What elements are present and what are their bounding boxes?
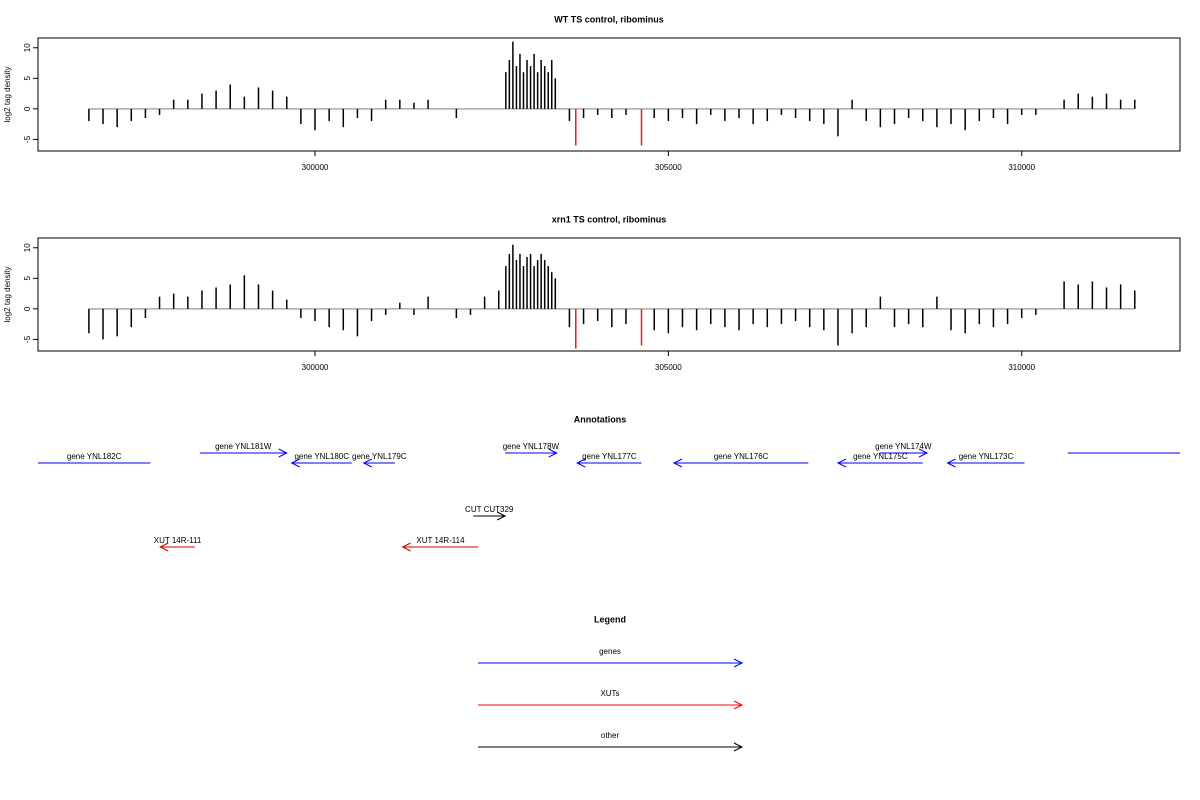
feature-label: gene YNL177C <box>582 452 637 461</box>
arrow-head <box>401 542 411 552</box>
legend-label: other <box>601 731 620 740</box>
feature-label: gene YNL176C <box>714 452 769 461</box>
arrow-head <box>362 458 373 468</box>
feature-label: gene YNL181W <box>215 442 272 451</box>
feature-label: XUT 14R-111 <box>154 536 202 545</box>
feature-label: gene YNL182C <box>67 452 122 461</box>
feature-label: gene YNL173C <box>959 452 1014 461</box>
arrow-head <box>733 700 744 710</box>
y-tick-label: 5 <box>23 76 32 81</box>
plot-frame <box>37 237 1181 352</box>
feature-label: gene YNL174W <box>875 442 932 451</box>
x-tick-label: 305000 <box>655 363 682 372</box>
x-tick-label: 300000 <box>302 363 329 372</box>
arrow-head <box>159 542 169 552</box>
arrow-head <box>836 458 847 468</box>
arrow-head <box>278 448 288 458</box>
feature-label: XUT 14R-114 <box>416 536 465 545</box>
x-tick-label: 300000 <box>302 163 329 172</box>
arrow-head <box>918 448 929 458</box>
y-tick-label: 0 <box>23 306 32 311</box>
y-axis-label: log2 tag density <box>3 66 12 122</box>
arrow-head <box>496 511 507 521</box>
y-tick-label: 0 <box>23 106 32 111</box>
arrow-head <box>576 458 586 468</box>
feature-label: gene YNL180C <box>294 452 349 461</box>
feature-label: gene YNL179C <box>352 452 407 461</box>
arrow-head <box>672 458 683 468</box>
y-tick-label: -5 <box>23 335 32 343</box>
legend-label: genes <box>599 647 621 656</box>
x-tick-label: 310000 <box>1008 363 1035 372</box>
legend-label: XUTs <box>600 689 619 698</box>
feature-label: gene YNL175C <box>853 452 908 461</box>
y-tick-label: 5 <box>23 276 32 281</box>
arrow-head <box>733 658 744 668</box>
legend-title: Legend <box>594 614 626 624</box>
arrow-head <box>946 458 956 468</box>
y-tick-label: 10 <box>23 243 32 252</box>
arrow-head <box>290 458 300 468</box>
x-tick-label: 305000 <box>655 163 682 172</box>
annotations-title: Annotations <box>574 414 627 424</box>
panel-title: xrn1 TS control, ribominus <box>552 214 667 224</box>
feature-label: gene YNL178W <box>503 442 560 451</box>
arrow-head <box>733 742 744 752</box>
y-tick-label: 10 <box>23 43 32 52</box>
y-axis-label: log2 tag density <box>3 266 12 322</box>
arrow-head <box>548 448 558 458</box>
panel-title: WT TS control, ribominus <box>554 14 664 24</box>
plot-frame <box>37 37 1181 152</box>
y-tick-label: -5 <box>23 135 32 143</box>
x-tick-label: 310000 <box>1008 163 1035 172</box>
feature-label: CUT CUT329 <box>465 505 514 514</box>
